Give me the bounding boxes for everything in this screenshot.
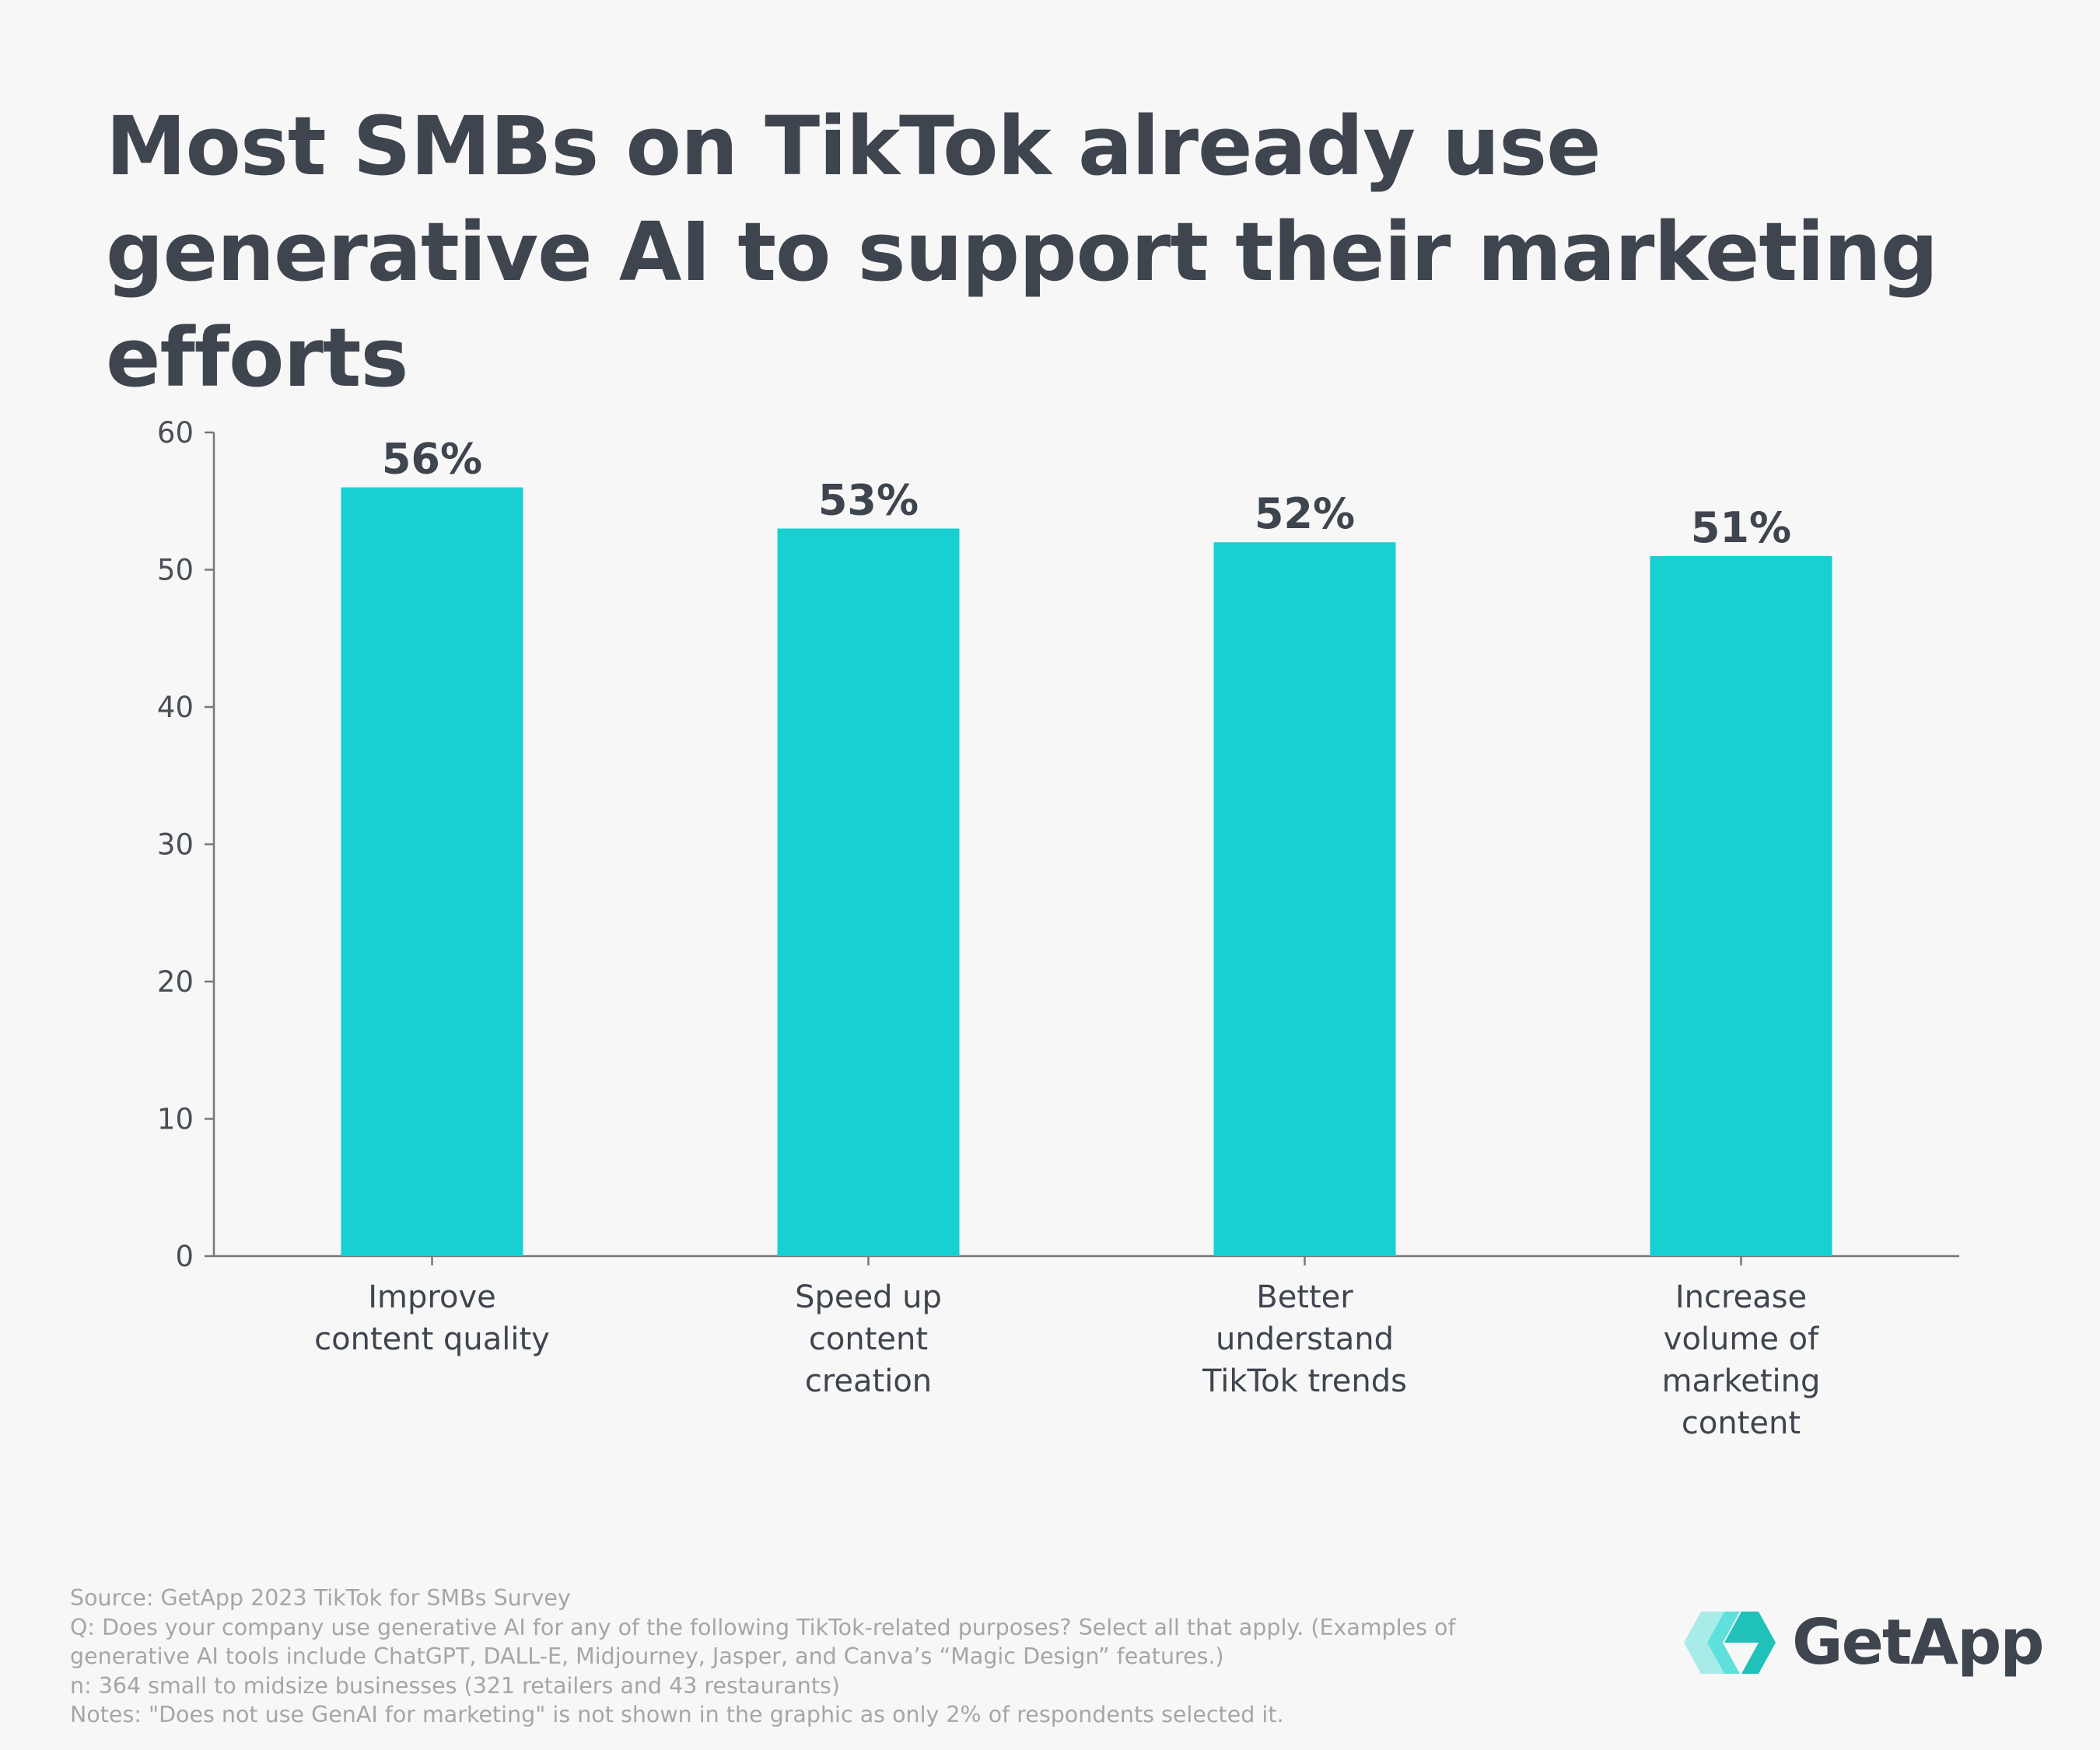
footer-notes: Source: GetApp 2023 TikTok for SMBs Surv… [70, 1584, 1548, 1730]
x-category-label: content quality [314, 1321, 550, 1357]
footer-sample: n: 364 small to midsize businesses (321 … [70, 1672, 840, 1699]
y-tick-label: 0 [175, 1240, 194, 1273]
x-category-label: Speed up [795, 1279, 942, 1315]
y-tick-label: 60 [157, 416, 194, 450]
x-category-label: creation [805, 1363, 932, 1399]
x-category-label: marketing [1662, 1363, 1821, 1399]
data-label: 52% [1255, 489, 1355, 538]
getapp-logo: GetApp [1684, 1606, 2045, 1678]
getapp-chevrons-icon [1684, 1611, 1776, 1674]
y-tick-label: 20 [157, 965, 194, 999]
bar [1650, 555, 1832, 1256]
x-category-label: understand [1216, 1321, 1394, 1357]
y-tick-label: 30 [157, 828, 194, 862]
bar [777, 528, 960, 1256]
x-category-label: content [1682, 1405, 1801, 1441]
footer-question: Q: Does your company use generative AI f… [70, 1614, 1456, 1640]
x-category-label: Better [1256, 1279, 1353, 1315]
x-category-label: Improve [368, 1279, 495, 1315]
x-category-label: TikTok trends [1202, 1363, 1407, 1399]
chart-title: Most SMBs on TikTok already use generati… [106, 99, 1938, 405]
x-category-label: volume of [1664, 1321, 1819, 1357]
data-label: 56% [382, 435, 482, 484]
logo-text: GetApp [1792, 1606, 2045, 1678]
footer-source: Source: GetApp 2023 TikTok for SMBs Surv… [70, 1585, 571, 1611]
y-tick-label: 40 [157, 691, 194, 724]
x-category-label: Increase [1675, 1279, 1807, 1315]
footer-question-cont: generative AI tools include ChatGPT, DAL… [70, 1643, 1224, 1669]
x-category-label: content [809, 1321, 928, 1357]
footer-notes-line: Notes: "Does not use GenAI for marketing… [70, 1702, 1284, 1727]
data-label: 51% [1691, 503, 1791, 552]
y-tick-label: 50 [157, 554, 194, 587]
y-tick-label: 10 [157, 1103, 194, 1136]
bar [1213, 542, 1396, 1256]
bar [341, 487, 523, 1256]
data-label: 53% [818, 476, 919, 525]
